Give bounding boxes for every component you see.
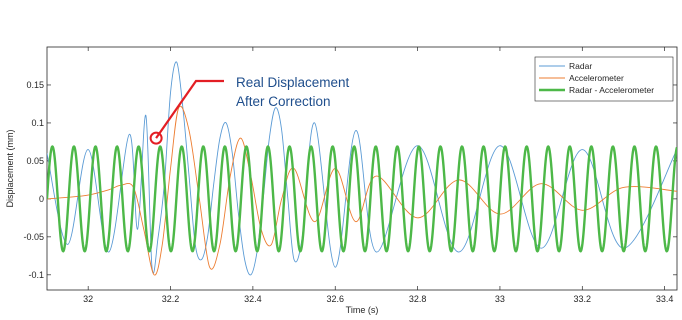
- x-axis-label: Time (s): [346, 305, 379, 315]
- x-tick-label: 32: [83, 294, 93, 304]
- legend: Radar Accelerometer Radar - Accelerometer: [534, 56, 674, 102]
- x-tick-label: 32.6: [326, 294, 344, 304]
- y-tick-label: -0.05: [23, 232, 44, 242]
- annotation-leader-line: [155, 79, 224, 139]
- x-tick-label: 32.8: [409, 294, 427, 304]
- x-axis-ticks: 32 32.2 32.4 32.6 32.8 33 33.2 33.4: [83, 47, 673, 304]
- annotation-marker-circle: [149, 131, 163, 145]
- annotation: Real Displacement After Correction: [149, 75, 350, 145]
- x-tick-label: 33.2: [574, 294, 592, 304]
- annotation-line-2: After Correction: [236, 94, 331, 109]
- y-axis-label: Displacement (mm): [5, 129, 15, 207]
- y-tick-label: 0.1: [31, 118, 44, 128]
- annotation-line-1: Real Displacement: [236, 75, 350, 90]
- x-tick-label: 33.4: [656, 294, 674, 304]
- x-tick-label: 32.4: [244, 294, 262, 304]
- legend-label: Radar - Accelerometer: [569, 85, 654, 95]
- legend-label: Accelerometer: [569, 73, 624, 83]
- legend-box: [534, 56, 674, 102]
- plot-clip-group: [47, 61, 677, 276]
- series-line-2: [47, 145, 677, 253]
- y-tick-label: 0.05: [26, 156, 44, 166]
- y-tick-label: 0: [39, 194, 44, 204]
- x-tick-label: 32.2: [162, 294, 180, 304]
- legend-label: Radar: [569, 61, 592, 71]
- x-tick-label: 33: [495, 294, 505, 304]
- series-lines: [47, 61, 677, 276]
- y-tick-label: -0.1: [28, 270, 44, 280]
- y-tick-label: 0.15: [26, 80, 44, 90]
